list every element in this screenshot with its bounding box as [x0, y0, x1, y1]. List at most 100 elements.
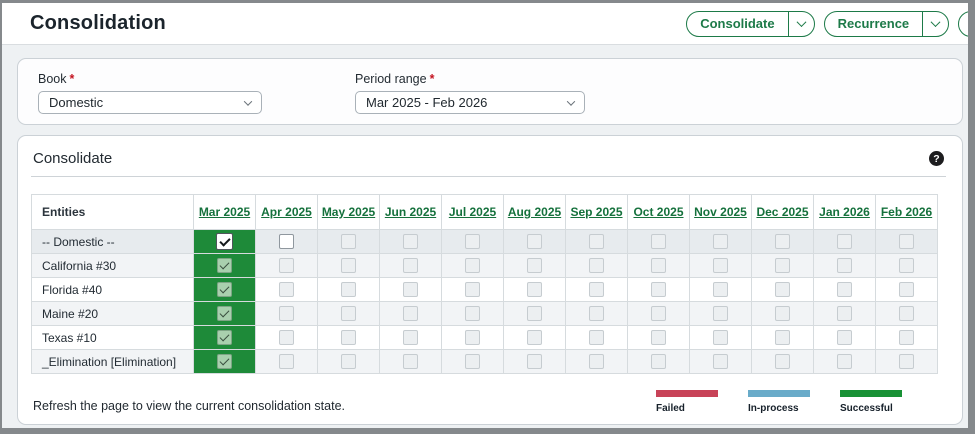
period-checkbox [589, 281, 604, 297]
checkbox-cell [813, 253, 876, 278]
period-checkbox [279, 305, 294, 321]
period-checkbox [589, 305, 604, 321]
recurrence-button[interactable]: Recurrence [823, 10, 950, 37]
period-checkbox [899, 305, 914, 321]
period-checkbox [589, 233, 604, 249]
legend-item: Failed [656, 390, 720, 414]
month-column-link[interactable]: Oct 2025 [633, 205, 684, 219]
legend-item: Successful [840, 390, 904, 414]
book-label: Book * [38, 72, 262, 86]
checkbox-cell [565, 325, 628, 350]
period-checkbox [837, 353, 852, 369]
checkbox-cell [627, 253, 690, 278]
period-checkbox [651, 305, 666, 321]
period-checkbox [775, 305, 790, 321]
month-column-link[interactable]: Jul 2025 [448, 205, 497, 219]
month-column-link[interactable]: Sep 2025 [570, 205, 623, 219]
checkbox-cell [875, 277, 938, 302]
period-checkbox [217, 305, 232, 321]
page-header: Consolidation Consolidate Recurrence M [2, 3, 968, 45]
period-checkbox [899, 329, 914, 345]
month-column-link[interactable]: Aug 2025 [507, 205, 562, 219]
period-checkbox [899, 353, 914, 369]
legend-color-bar [840, 390, 902, 397]
checkbox-cell [379, 349, 442, 374]
checkbox-cell [875, 229, 938, 254]
period-checkbox [651, 257, 666, 273]
period-checkbox [651, 329, 666, 345]
checkbox-cell [379, 277, 442, 302]
table-row: Florida #40 [31, 277, 938, 302]
checkbox-cell [441, 301, 504, 326]
period-checkbox [527, 233, 542, 249]
period-checkbox [527, 353, 542, 369]
period-range-field: Period range * Mar 2025 - Feb 2026 [355, 72, 585, 114]
checkbox-cell [627, 277, 690, 302]
consolidation-table-head: Entities Mar 2025 Apr 2025 May 2025 Jun 2025… [31, 194, 938, 230]
month-column-link[interactable]: Apr 2025 [261, 205, 312, 219]
required-asterisk: * [429, 72, 435, 86]
period-checkbox [899, 233, 914, 249]
entity-name: Florida #40 [31, 277, 194, 302]
checkbox-cell [441, 325, 504, 350]
more-button-clipped[interactable]: M [958, 10, 968, 37]
more-button-label: M [959, 16, 968, 31]
month-column-header: Jul 2025 [441, 194, 504, 230]
period-checkbox [279, 329, 294, 345]
period-checkbox [279, 353, 294, 369]
chevron-down-icon [930, 17, 941, 28]
checkbox-cell [317, 325, 380, 350]
checkbox-cell [813, 229, 876, 254]
period-range-select-value: Mar 2025 - Feb 2026 [366, 95, 488, 110]
required-asterisk: * [69, 72, 75, 86]
month-column-link[interactable]: Feb 2026 [880, 205, 933, 219]
period-checkbox [403, 257, 418, 273]
checkbox-cell [565, 277, 628, 302]
period-checkbox [341, 281, 356, 297]
checkbox-cell [689, 277, 752, 302]
period-range-select[interactable]: Mar 2025 - Feb 2026 [355, 91, 585, 114]
checkbox-cell [751, 349, 814, 374]
month-column-link[interactable]: May 2025 [321, 205, 376, 219]
month-column-link[interactable]: Jan 2026 [819, 205, 870, 219]
book-select-value: Domestic [49, 95, 104, 110]
checkbox-cell [875, 301, 938, 326]
refresh-note: Refresh the page to view the current con… [33, 399, 345, 413]
chevron-down-icon [566, 96, 576, 106]
month-column-link[interactable]: Jun 2025 [384, 205, 437, 219]
checkbox-cell [813, 301, 876, 326]
month-column-link[interactable]: Nov 2025 [694, 205, 747, 219]
checkbox-cell [317, 229, 380, 254]
period-checkbox [651, 281, 666, 297]
checkbox-cell [627, 301, 690, 326]
checkbox-cell [813, 349, 876, 374]
period-checkbox[interactable] [279, 233, 294, 249]
period-checkbox [775, 281, 790, 297]
checkbox-cell [565, 349, 628, 374]
legend-label: Failed [656, 403, 685, 414]
header-actions: Consolidate Recurrence M [686, 10, 968, 37]
period-checkbox[interactable] [216, 232, 233, 250]
legend-label: In-process [748, 403, 799, 414]
checkbox-cell [317, 253, 380, 278]
entity-name: Maine #20 [31, 301, 194, 326]
page-body: Book * Domestic Period range * Mar 2025 - … [2, 45, 968, 428]
month-column-header: Jun 2025 [379, 194, 442, 230]
period-checkbox [651, 353, 666, 369]
help-icon[interactable]: ? [929, 151, 944, 166]
period-checkbox [837, 233, 852, 249]
checkbox-cell [255, 253, 318, 278]
period-checkbox [341, 233, 356, 249]
month-column-link[interactable]: Mar 2025 [198, 205, 251, 219]
consolidate-button[interactable]: Consolidate [686, 10, 815, 37]
book-select[interactable]: Domestic [38, 91, 262, 114]
recurrence-dropdown-toggle[interactable] [922, 11, 948, 36]
consolidate-dropdown-toggle[interactable] [787, 11, 814, 36]
month-column-link[interactable]: Dec 2025 [756, 205, 809, 219]
month-column-header: Aug 2025 [503, 194, 566, 230]
checkbox-cell [441, 253, 504, 278]
checkbox-cell [317, 349, 380, 374]
month-column-header: Nov 2025 [689, 194, 752, 230]
month-column-header: Apr 2025 [255, 194, 318, 230]
checkbox-cell [503, 253, 566, 278]
